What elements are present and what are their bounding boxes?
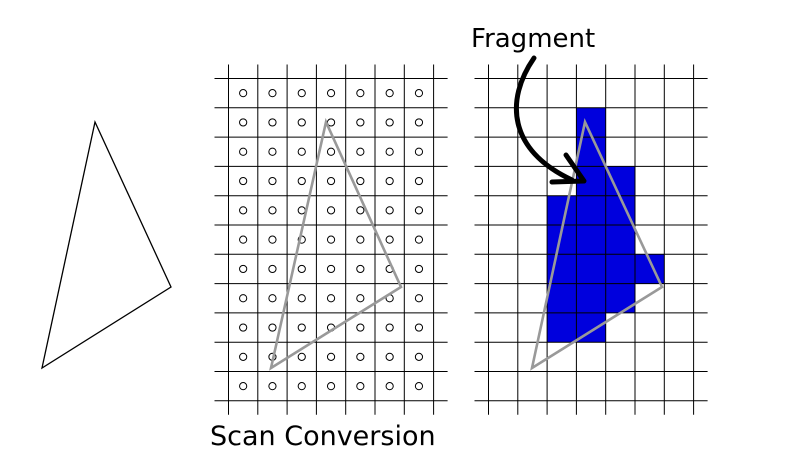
sample-point xyxy=(239,352,248,361)
sample-point xyxy=(239,118,248,127)
sample-point xyxy=(385,89,394,98)
sample-point xyxy=(356,89,365,98)
sample-point xyxy=(239,89,248,98)
overlay-triangle-middle xyxy=(269,117,403,371)
sample-point xyxy=(326,176,336,186)
sample-point xyxy=(268,89,277,98)
overlay-triangle-right xyxy=(530,117,664,371)
sample-point xyxy=(239,235,248,244)
sample-point xyxy=(268,206,277,215)
fragment-grid xyxy=(474,64,708,415)
sample-point xyxy=(414,264,424,274)
sample-point xyxy=(414,294,424,303)
sample-point xyxy=(356,176,365,186)
sample-point xyxy=(356,352,365,361)
fragment-cell xyxy=(576,195,606,225)
sample-point xyxy=(326,147,336,156)
sample-point xyxy=(326,235,336,244)
sample-point xyxy=(326,89,336,98)
sample-point xyxy=(326,206,336,215)
fragment-cell xyxy=(605,283,635,313)
sample-point xyxy=(239,147,248,156)
sample-point xyxy=(268,382,277,391)
sample-points xyxy=(239,89,424,391)
fragment-cell xyxy=(576,225,606,255)
sample-point xyxy=(297,382,306,391)
sample-point xyxy=(385,235,394,244)
sample-point xyxy=(385,147,394,156)
sample-point xyxy=(326,382,336,391)
sample-point xyxy=(356,235,365,244)
sample-point xyxy=(239,206,248,215)
sample-point xyxy=(356,147,365,156)
sample-point xyxy=(414,235,424,244)
sample-point xyxy=(414,323,424,332)
sample-point xyxy=(385,382,394,391)
fragment-cell xyxy=(605,254,635,284)
fragment-cell xyxy=(547,195,577,225)
sample-point xyxy=(356,382,365,391)
sample-point xyxy=(239,323,248,332)
fragment-cell xyxy=(547,283,577,313)
sample-point xyxy=(297,89,306,98)
sample-point xyxy=(385,176,394,186)
sample-point xyxy=(268,118,277,127)
sample-point xyxy=(297,352,306,361)
sample-point xyxy=(326,264,336,274)
scan-conversion-caption: Scan Conversion xyxy=(210,421,436,452)
sample-point xyxy=(297,147,306,156)
sample-point xyxy=(356,264,365,274)
sample-point xyxy=(268,176,277,186)
sample-point xyxy=(385,352,394,361)
sample-point xyxy=(297,323,306,332)
fragment-cell xyxy=(605,166,635,196)
sample-point xyxy=(268,294,277,303)
sample-point xyxy=(356,323,365,332)
sample-point xyxy=(268,264,277,274)
sample-point xyxy=(356,206,365,215)
sample-point xyxy=(326,294,336,303)
fragment-cell xyxy=(605,225,635,255)
sample-point xyxy=(414,176,424,186)
sample-point xyxy=(356,294,365,303)
sample-point xyxy=(414,118,424,127)
sample-grid xyxy=(214,64,448,415)
sample-point xyxy=(385,118,394,127)
fragment-label: Fragment xyxy=(471,24,596,54)
sample-point xyxy=(268,147,277,156)
sample-point xyxy=(239,382,248,391)
sample-point xyxy=(297,118,306,127)
sample-point xyxy=(385,206,394,215)
sample-point xyxy=(414,206,424,215)
sample-point xyxy=(356,118,365,127)
fragment-cell xyxy=(547,312,577,343)
sample-point xyxy=(239,294,248,303)
sample-point xyxy=(326,352,336,361)
sample-point xyxy=(414,147,424,156)
sample-point xyxy=(239,176,248,186)
sample-point xyxy=(297,206,306,215)
sample-point xyxy=(414,89,424,98)
fragment-arrow-head xyxy=(549,152,587,185)
sample-point xyxy=(414,382,424,391)
input-triangle xyxy=(41,119,172,370)
sample-point xyxy=(297,294,306,303)
sample-point xyxy=(385,323,394,332)
sample-point xyxy=(297,176,306,186)
fragment-cell xyxy=(576,254,606,284)
sample-point xyxy=(414,352,424,361)
fragment-cell xyxy=(576,283,606,313)
fragment-arrow xyxy=(513,55,575,183)
fragment-cells xyxy=(547,107,665,343)
sample-point xyxy=(297,264,306,274)
sample-point xyxy=(268,323,277,332)
sample-point xyxy=(268,235,277,244)
sample-point xyxy=(239,264,248,274)
